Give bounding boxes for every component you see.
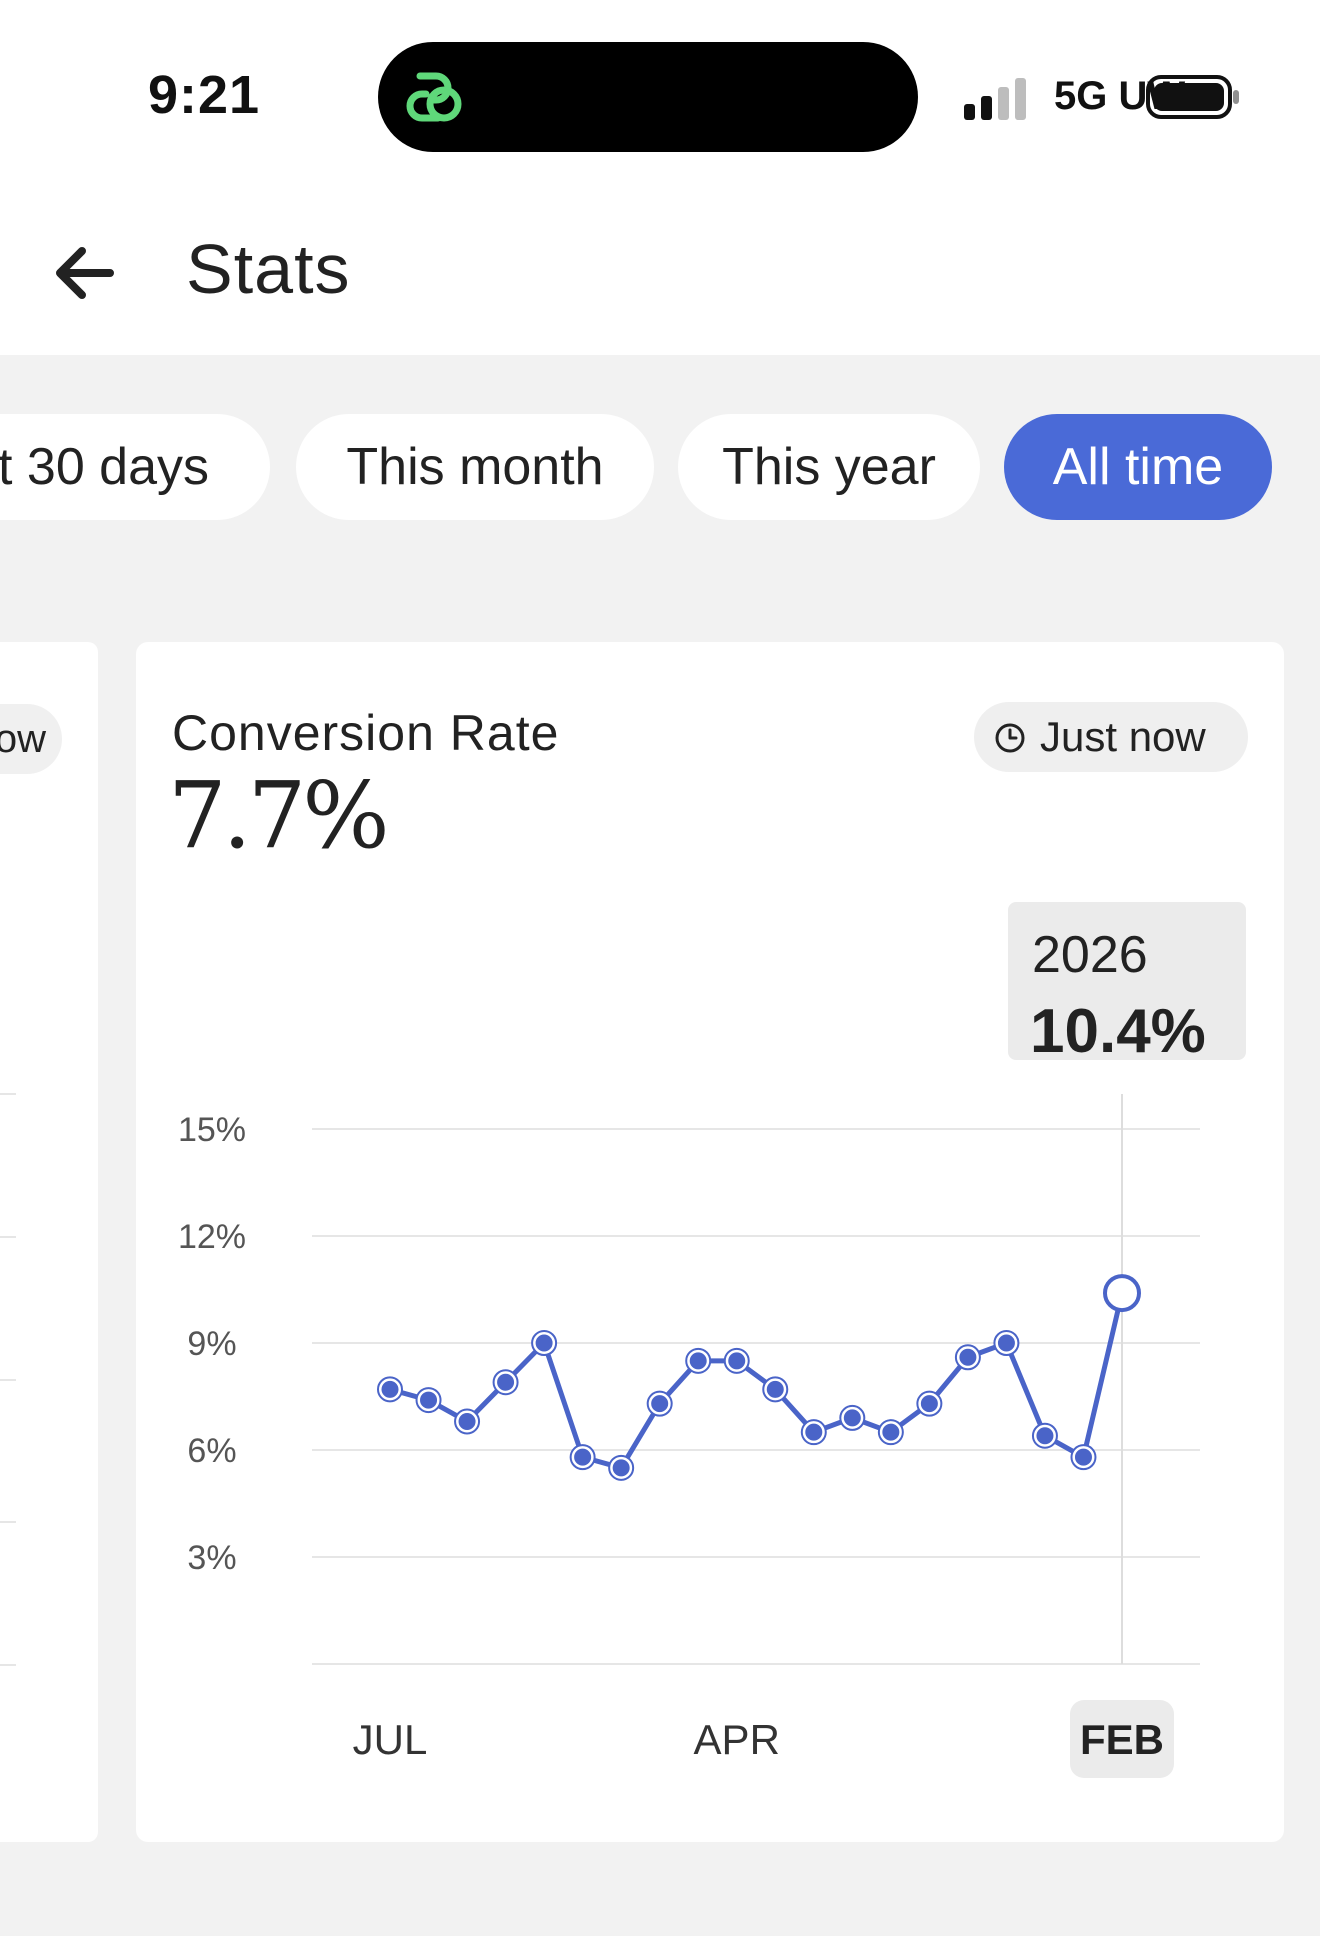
data-point (840, 1406, 864, 1430)
page-title: Stats (186, 230, 351, 308)
data-point-ring (492, 1369, 519, 1396)
y-tick-label: 15% (178, 1111, 246, 1149)
tooltip-year: 2026 (1032, 926, 1148, 984)
chip-last-30-days[interactable]: t 30 days (0, 414, 270, 520)
data-point (609, 1456, 633, 1480)
data-point (648, 1392, 672, 1416)
data-point (956, 1345, 980, 1369)
data-point-ring (762, 1376, 789, 1403)
data-point (1033, 1424, 1057, 1448)
chart-tooltip: 2026 10.4% (1008, 902, 1246, 1664)
updated-pill[interactable]: Just now (974, 702, 1248, 772)
data-point (455, 1409, 479, 1433)
chip-all-time[interactable]: All time (1004, 414, 1272, 520)
data-point-ring (993, 1330, 1020, 1356)
chart-grid (312, 1128, 1200, 1665)
conversion-rate-card[interactable]: Conversion Rate 7.7% Just now 15% 12% 9% 6%… (136, 642, 1284, 1842)
chip-this-year[interactable]: This year (678, 414, 980, 520)
data-point-ring (608, 1454, 635, 1481)
previous-card-updated-pill: ow (0, 704, 62, 774)
data-point (763, 1377, 787, 1401)
data-point (917, 1392, 941, 1416)
data-point-ring (800, 1419, 827, 1446)
data-point (802, 1420, 826, 1444)
card-title: Conversion Rate (172, 705, 560, 761)
data-point (994, 1331, 1018, 1355)
tooltip-value: 10.4% (1030, 997, 1206, 1066)
data-point-ring (916, 1390, 943, 1417)
dynamic-island[interactable] (378, 42, 918, 152)
data-point-ring (531, 1330, 558, 1356)
data-point-ring (685, 1347, 712, 1374)
y-axis-ticks: 15% 12% 9% 6% 3% (178, 1111, 246, 1577)
previous-stat-card[interactable]: ow (0, 642, 98, 1842)
data-point-ring (723, 1347, 750, 1374)
clock-icon (995, 723, 1025, 753)
data-point-ring (1070, 1444, 1097, 1471)
data-point-selected (1103, 1274, 1141, 1313)
data-point-ring (415, 1387, 442, 1414)
data-point (378, 1377, 402, 1401)
data-point (571, 1445, 595, 1469)
data-point (417, 1388, 441, 1412)
chip-this-month[interactable]: This month (296, 414, 654, 520)
linked-app-icon (406, 72, 462, 122)
x-tick-label: FEB (1080, 1716, 1164, 1763)
data-point-ring (1031, 1422, 1058, 1449)
data-point (879, 1420, 903, 1444)
x-tick-label: JUL (353, 1716, 428, 1763)
status-bar: 9:21 5G UW (0, 0, 1320, 195)
y-tick-label: 6% (187, 1432, 236, 1470)
updated-label: Just now (1040, 713, 1206, 760)
back-arrow-icon[interactable] (52, 243, 116, 303)
app-header: Stats (0, 195, 1320, 355)
data-point-ring (377, 1376, 403, 1403)
y-tick-label: 9% (187, 1325, 236, 1363)
battery-icon (1146, 75, 1239, 119)
card-value: 7.7% (168, 762, 390, 869)
data-point-ring (569, 1444, 596, 1471)
data-point (1071, 1445, 1095, 1469)
previous-card-gridlines (0, 1093, 16, 1666)
tooltip-box (1008, 902, 1246, 1060)
data-point-ring (954, 1344, 981, 1371)
data-point (725, 1349, 749, 1373)
conversion-rate-chart[interactable]: 15% 12% 9% 6% 3% 2026 10.4% JUL APR FEB (136, 642, 1284, 1842)
x-axis-ticks: JUL APR FEB (353, 1700, 1174, 1778)
data-point (686, 1349, 710, 1373)
signal-icon (964, 78, 1026, 120)
x-tick-highlight (1070, 1700, 1174, 1778)
y-tick-label: 3% (187, 1539, 236, 1577)
y-tick-label: 12% (178, 1218, 246, 1256)
data-point-ring (454, 1408, 481, 1435)
data-point (494, 1370, 518, 1394)
data-point-ring (646, 1390, 673, 1417)
data-point (532, 1331, 556, 1355)
chart-points (377, 1274, 1141, 1481)
data-point-ring (839, 1404, 866, 1431)
x-tick-label: APR (694, 1716, 780, 1763)
status-time: 9:21 (148, 65, 261, 125)
data-point-ring (877, 1419, 904, 1446)
